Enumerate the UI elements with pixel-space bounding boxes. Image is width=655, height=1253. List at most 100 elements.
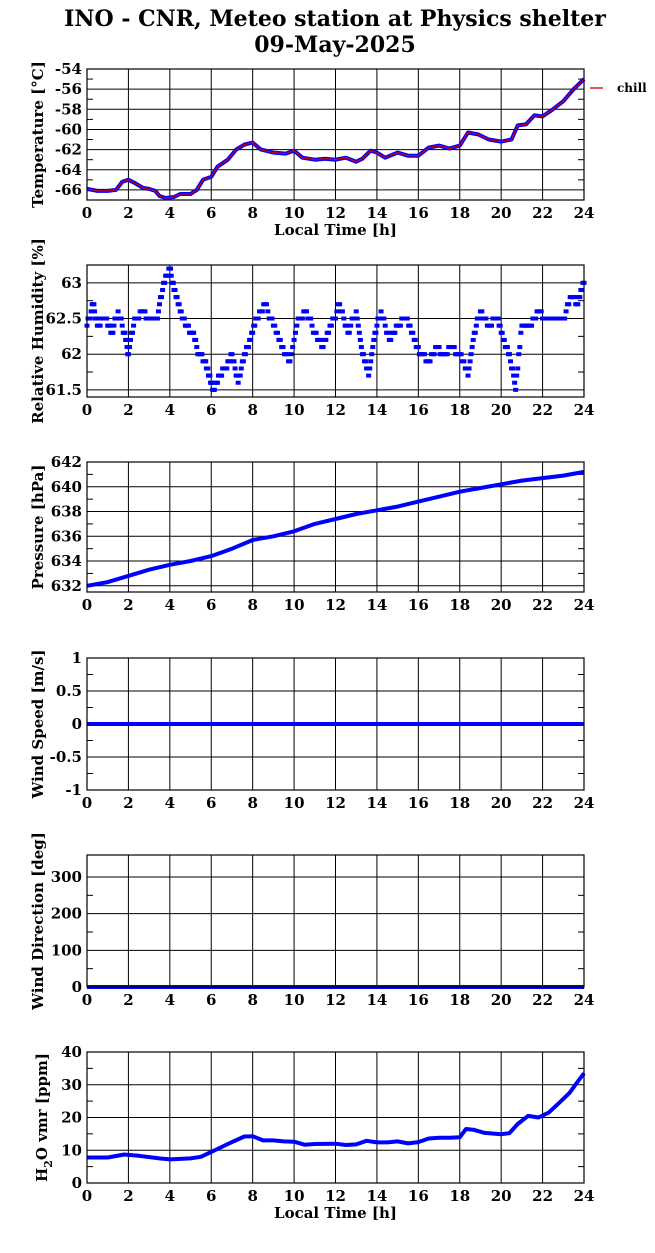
humidity-point <box>255 316 261 321</box>
humidity-point <box>136 316 142 321</box>
humidity-point <box>444 352 450 357</box>
humidity-point <box>579 287 585 292</box>
temperature-frame <box>86 68 585 201</box>
humidity-point <box>172 287 178 292</box>
humidity-xtick-label: 20 <box>491 401 512 419</box>
humidity-point <box>272 323 278 328</box>
wind_speed-ylabel: Wind Speed [m/s] <box>29 649 47 799</box>
humidity-point <box>242 352 248 357</box>
wind_speed-xtick-label: 0 <box>82 794 92 812</box>
h2o_vmr-ytick-label: 0 <box>72 1174 82 1192</box>
wind_direction-xtick-label: 22 <box>532 991 553 1009</box>
humidity-point <box>373 330 379 335</box>
humidity-point <box>308 316 314 321</box>
humidity-point <box>88 309 94 314</box>
humidity-point <box>499 330 505 335</box>
humidity-point <box>370 345 376 350</box>
humidity-point <box>507 359 513 364</box>
humidity-xtick-label: 24 <box>574 401 595 419</box>
humidity-point <box>126 345 132 350</box>
wind_speed-xtick-label: 12 <box>325 794 346 812</box>
pressure-xtick-label: 18 <box>449 596 470 614</box>
humidity-point <box>461 359 467 364</box>
pressure-xtick-label: 12 <box>325 596 346 614</box>
wind_direction-ytick-label: 300 <box>51 868 82 886</box>
humidity-point <box>162 280 168 285</box>
humidity-point <box>410 330 416 335</box>
humidity-point <box>107 323 113 328</box>
humidity-xtick-label: 18 <box>449 401 470 419</box>
humidity-point <box>562 316 568 321</box>
humidity-point <box>224 366 230 371</box>
temperature-ytick-label: -62 <box>55 141 82 159</box>
temperature-ylabel: Temperature [°C] <box>29 61 47 208</box>
h2o_vmr-xtick-label: 4 <box>165 1187 175 1205</box>
wind_direction-xtick-label: 24 <box>574 991 595 1009</box>
wind_direction-xtick-label: 0 <box>82 991 92 1009</box>
wind_speed-xtick-label: 6 <box>206 794 216 812</box>
humidity-point <box>368 359 374 364</box>
wind_direction-xtick-label: 16 <box>408 991 429 1009</box>
wind_direction-ytick-label: 200 <box>51 905 82 923</box>
humidity-point <box>476 316 482 321</box>
pressure-ytick-label: 632 <box>51 577 82 595</box>
humidity-point <box>235 380 241 385</box>
humidity-point <box>381 316 387 321</box>
humidity-xtick-label: 8 <box>247 401 257 419</box>
humidity-point <box>470 337 476 342</box>
temperature-panel: 0 2 4 6 8 10 12 14 16 18 20 22 24-66-64-62-60-58-56-… <box>29 60 647 239</box>
humidity-point <box>199 352 205 357</box>
humidity-point <box>358 345 364 350</box>
h2o_vmr-xtick-label: 24 <box>574 1187 595 1205</box>
humidity-xtick-label: 4 <box>165 401 175 419</box>
wind_speed-xtick-label: 4 <box>165 794 175 812</box>
humidity-point <box>205 366 211 371</box>
humidity-point <box>367 366 373 371</box>
humidity-point <box>229 352 235 357</box>
temperature-xtick-label: 10 <box>284 204 305 222</box>
humidity-point <box>92 309 98 314</box>
humidity-point <box>118 316 124 321</box>
humidity-point <box>326 330 332 335</box>
h2o_vmr-xtick-label: 2 <box>123 1187 133 1205</box>
humidity-point <box>155 309 161 314</box>
humidity-point <box>575 302 581 307</box>
humidity-point <box>371 337 377 342</box>
humidity-point <box>317 337 323 342</box>
temperature-ytick-label: -54 <box>55 60 82 78</box>
wind_direction-xtick-label: 10 <box>284 991 305 1009</box>
temperature-ytick-label: -58 <box>55 100 82 118</box>
humidity-point <box>431 352 437 357</box>
humidity-point <box>277 337 283 342</box>
humidity-point <box>355 323 361 328</box>
humidity-point <box>479 309 485 314</box>
humidity-point <box>142 309 148 314</box>
humidity-point <box>263 302 269 307</box>
temperature-ytick-label: -56 <box>55 80 82 98</box>
panels-group: 0 2 4 6 8 10 12 14 16 18 20 22 24-66-64-62-60-58-56-… <box>29 60 647 1222</box>
humidity-point <box>110 330 116 335</box>
humidity-point <box>382 323 388 328</box>
humidity-point <box>181 316 187 321</box>
temperature-xtick-label: 22 <box>532 204 553 222</box>
pressure-xtick-label: 16 <box>408 596 429 614</box>
h2o_vmr-xtick-label: 10 <box>284 1187 305 1205</box>
humidity-point <box>339 309 345 314</box>
humidity-point <box>119 323 125 328</box>
humidity-point <box>252 323 258 328</box>
humidity-point <box>533 316 539 321</box>
humidity-point <box>344 323 350 328</box>
humidity-point <box>353 309 359 314</box>
humidity-point <box>156 302 162 307</box>
humidity-point <box>131 323 137 328</box>
humidity-point <box>354 316 360 321</box>
humidity-point <box>511 373 517 378</box>
h2o_vmr-ylabel: H2O vmr [ppm] <box>33 1053 55 1182</box>
humidity-point <box>514 373 520 378</box>
pressure-xtick-label: 6 <box>206 596 216 614</box>
humidity-point <box>170 280 176 285</box>
humidity-point <box>469 345 475 350</box>
pressure-series-line <box>86 469 585 588</box>
